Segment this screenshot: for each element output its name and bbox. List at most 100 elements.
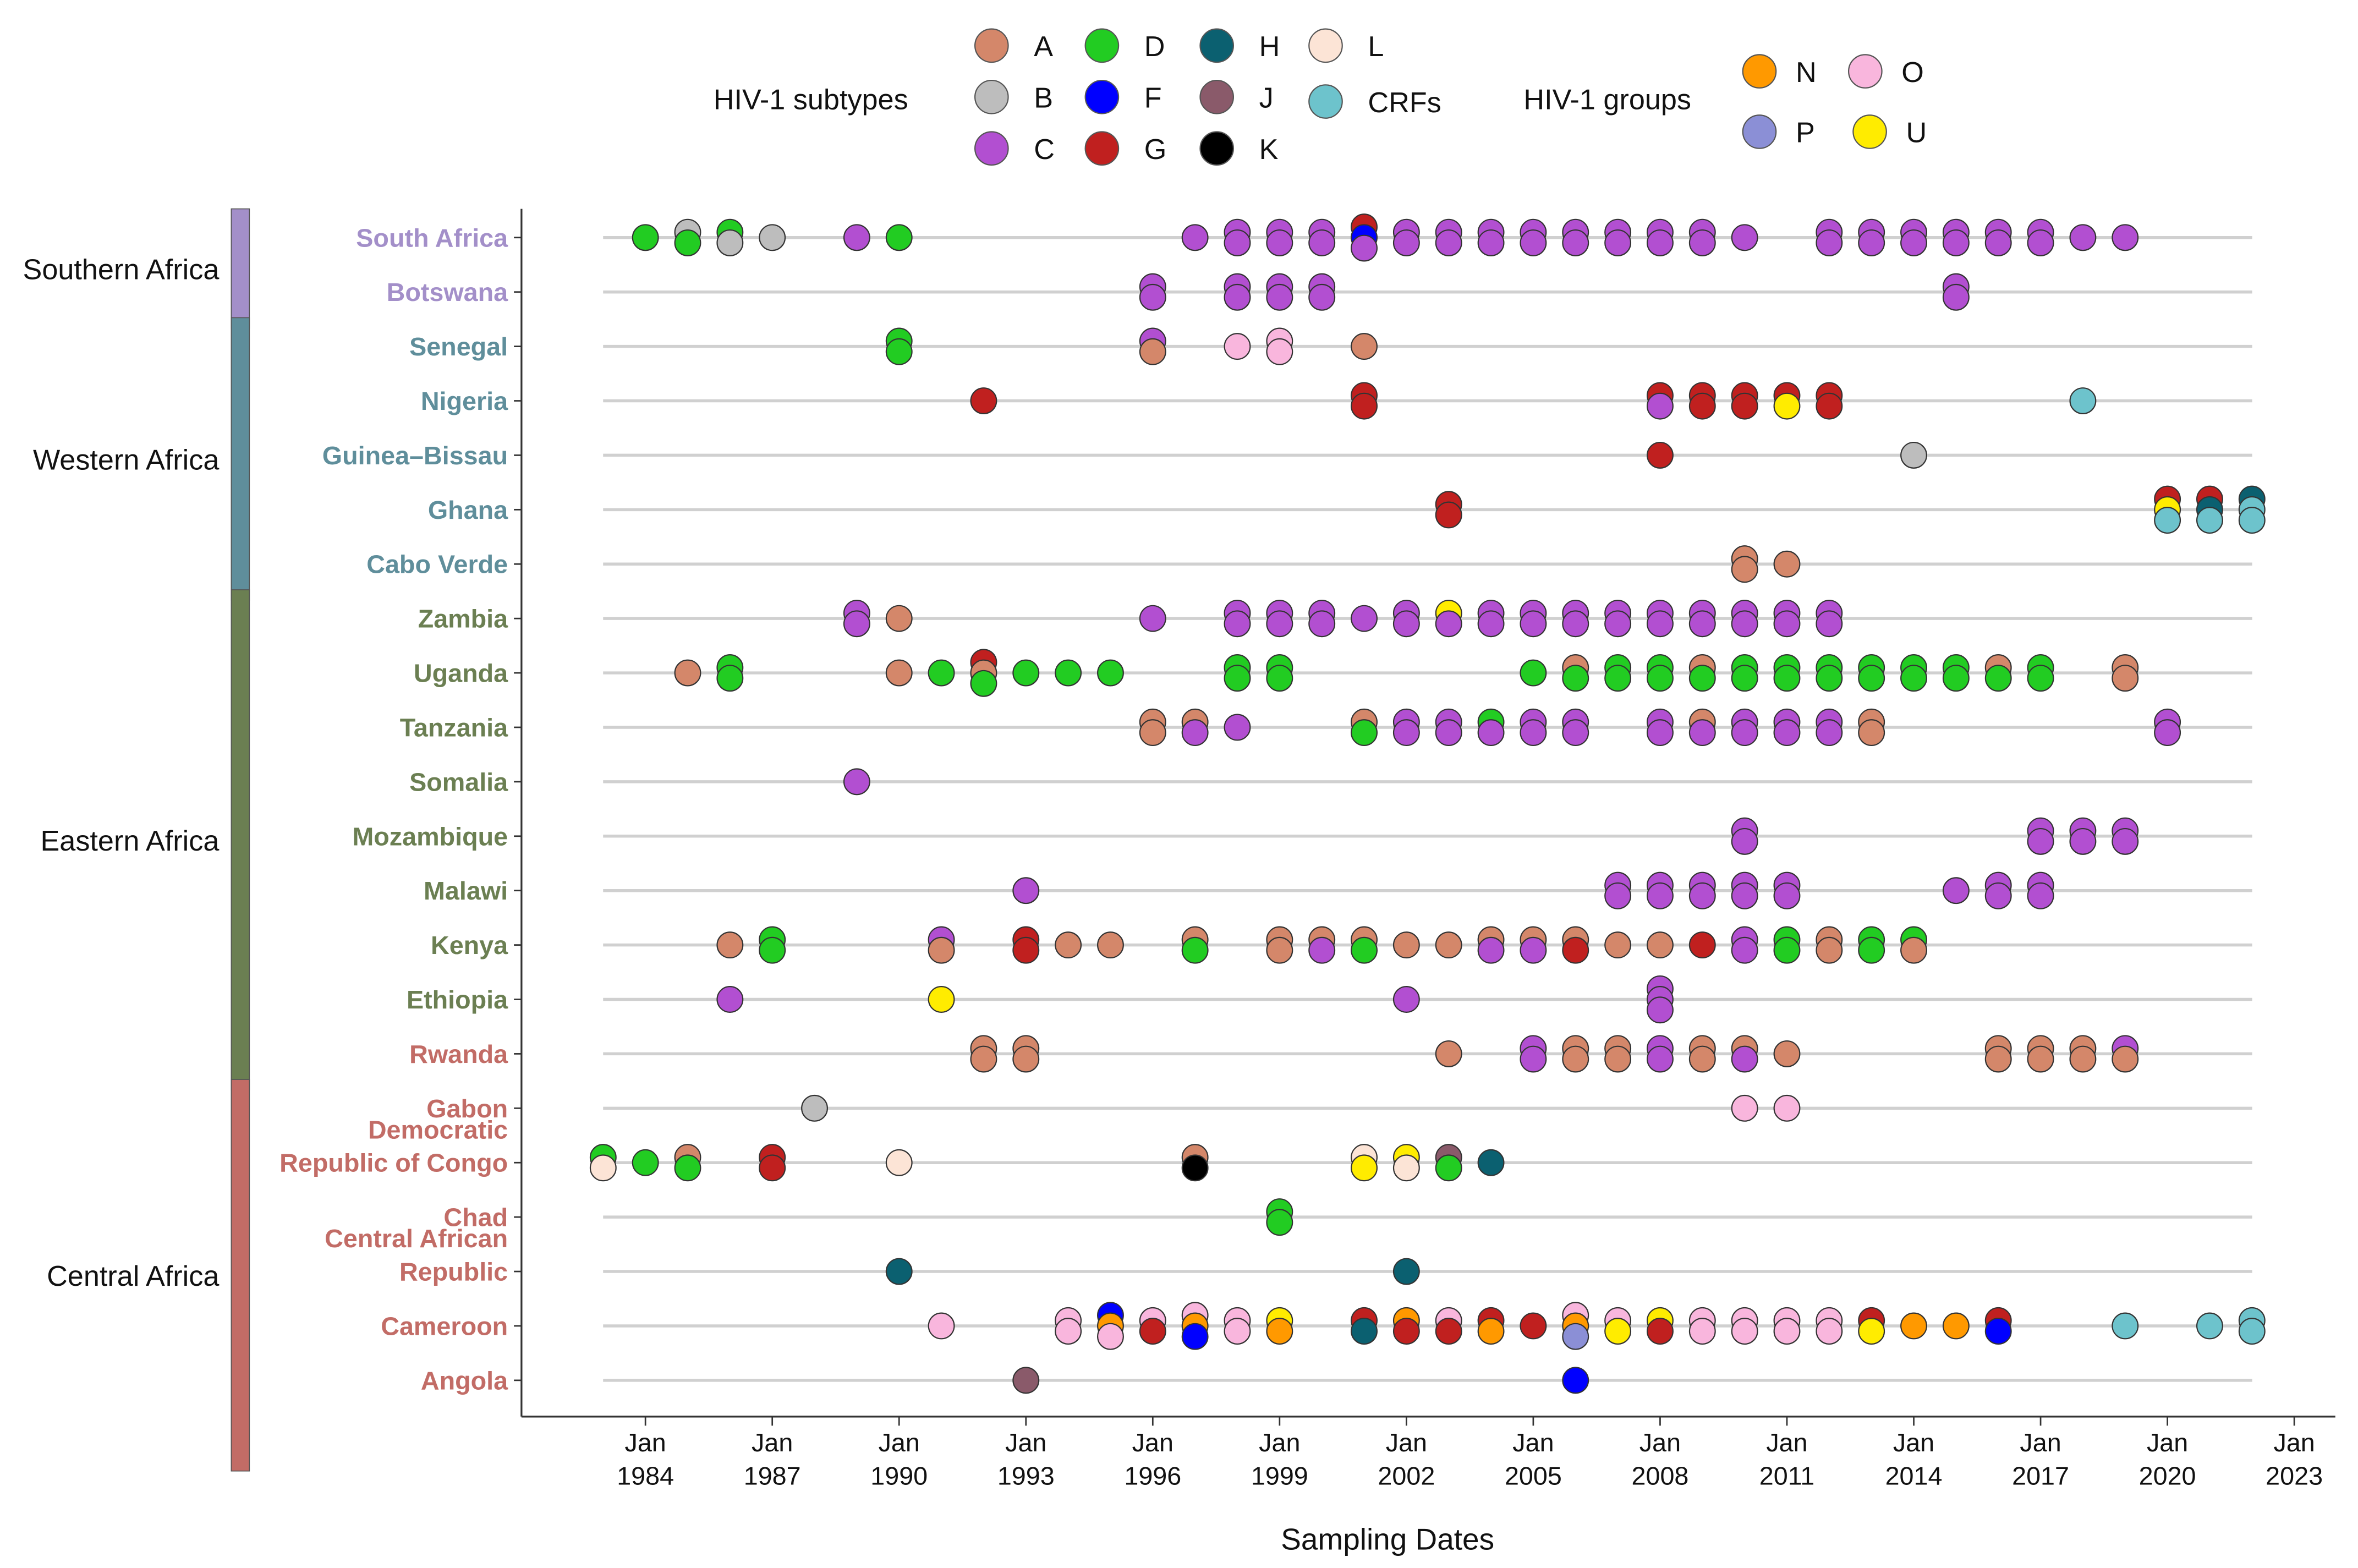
country-label: Botswana — [387, 278, 509, 306]
data-point-C — [1942, 229, 1970, 256]
data-point-C — [1392, 719, 1420, 747]
data-point-C — [1731, 610, 1758, 638]
x-tick-month: Jan — [1386, 1428, 1427, 1457]
data-point-F — [1984, 1318, 2012, 1345]
x-tick-year: 1993 — [997, 1461, 1055, 1490]
data-point-D — [885, 338, 913, 365]
legend-swatch-C — [974, 131, 1009, 166]
legend-label-K: K — [1259, 134, 1279, 166]
country-label: Republic of Congo — [279, 1149, 508, 1177]
data-point-A — [1055, 931, 1082, 959]
data-point-A — [716, 931, 744, 959]
data-point-L — [589, 1154, 617, 1182]
country-label: Angola — [421, 1366, 508, 1395]
x-tick-year: 1984 — [617, 1461, 674, 1490]
data-point-D — [1012, 659, 1040, 687]
legend-subtypes-title: HIV-1 subtypes — [714, 84, 908, 116]
data-point-P — [1562, 1323, 1589, 1350]
legend: HIV-1 subtypes ABC DFG HJK L CRFs HIV-1 groups… — [714, 28, 1927, 166]
data-point-O — [1816, 1318, 1843, 1345]
data-point-C — [1435, 610, 1462, 638]
country-label: Guinea–Bissau — [322, 441, 508, 470]
x-tick-month: Jan — [1259, 1428, 1300, 1457]
data-point-CRF — [2154, 507, 2181, 534]
data-point-C — [1139, 605, 1166, 632]
data-point-C — [1731, 1045, 1758, 1073]
region-label: Western Africa — [33, 445, 220, 476]
legend-label-A: A — [1034, 31, 1053, 63]
data-point-C — [1604, 882, 1632, 909]
data-point-C — [1351, 605, 1378, 632]
data-point-D — [928, 659, 955, 687]
data-point-D — [1688, 665, 1716, 692]
data-point-A — [1647, 931, 1674, 959]
x-tick-month: Jan — [1893, 1428, 1934, 1457]
legend-groups-title: HIV-1 groups — [1523, 84, 1691, 116]
data-point-D — [1731, 665, 1758, 692]
country-label: Somalia — [409, 767, 508, 796]
data-point-B — [801, 1094, 828, 1122]
x-tick-month: Jan — [2020, 1428, 2061, 1457]
data-point-D — [1773, 665, 1801, 692]
data-point-A — [1773, 550, 1801, 578]
data-point-C — [1266, 610, 1293, 638]
x-tick-month: Jan — [879, 1428, 920, 1457]
data-point-G — [759, 1154, 786, 1182]
data-point-C — [1308, 936, 1336, 964]
data-point-CRF — [2112, 1312, 2139, 1340]
data-point-C — [1435, 719, 1462, 747]
data-point-L — [885, 1149, 913, 1176]
data-point-H — [1477, 1149, 1505, 1176]
data-point-O — [1731, 1094, 1758, 1122]
data-point-C — [1858, 229, 1885, 256]
data-point-C — [1984, 882, 2012, 909]
data-point-U — [1773, 392, 1801, 420]
data-point-D — [716, 665, 744, 692]
data-point-C — [843, 224, 870, 251]
legend-swatch-CRF — [1308, 84, 1343, 119]
x-tick-month: Jan — [625, 1428, 666, 1457]
data-point-C — [1477, 610, 1505, 638]
data-point-G — [1139, 1318, 1166, 1345]
data-point-C — [843, 768, 870, 796]
data-point-C — [1392, 229, 1420, 256]
data-point-C — [716, 986, 744, 1013]
data-point-D — [1181, 936, 1209, 964]
data-point-C — [1351, 234, 1378, 262]
data-point-G — [1688, 931, 1716, 959]
x-tick-month: Jan — [1005, 1428, 1046, 1457]
x-tick-month: Jan — [2147, 1428, 2188, 1457]
data-point-C — [1731, 224, 1758, 251]
country-label: Kenya — [431, 931, 508, 960]
country-label: Ethiopia — [407, 985, 508, 1014]
data-point-G — [1688, 392, 1716, 420]
data-point-CRF — [2196, 1312, 2223, 1340]
data-point-C — [1688, 719, 1716, 747]
data-point-O — [1773, 1094, 1801, 1122]
country-label: Chad — [443, 1203, 508, 1232]
data-point-C — [2154, 719, 2181, 747]
data-point-C — [2112, 827, 2139, 855]
data-point-A — [2027, 1045, 2054, 1073]
data-point-C — [1520, 719, 1547, 747]
data-point-A — [2069, 1045, 2097, 1073]
data-point-U — [1351, 1154, 1378, 1182]
data-point-A — [1900, 936, 1927, 964]
data-point-C — [1266, 229, 1293, 256]
country-label: Mozambique — [352, 822, 508, 851]
data-point-C — [1181, 224, 1209, 251]
data-point-H — [1351, 1318, 1378, 1345]
data-point-C — [1224, 610, 1251, 638]
data-point-D — [1351, 936, 1378, 964]
country-label: Rwanda — [409, 1040, 508, 1068]
legend-label-C: C — [1034, 134, 1055, 166]
legend-label-F: F — [1144, 83, 1162, 114]
x-tick-year: 2017 — [2012, 1461, 2069, 1490]
data-point-G — [1816, 392, 1843, 420]
data-point-C — [1308, 283, 1336, 311]
data-point-D — [632, 224, 659, 251]
data-point-C — [1647, 229, 1674, 256]
x-tick-month: Jan — [1639, 1428, 1681, 1457]
data-point-O — [1688, 1318, 1716, 1345]
data-point-D — [1900, 665, 1927, 692]
